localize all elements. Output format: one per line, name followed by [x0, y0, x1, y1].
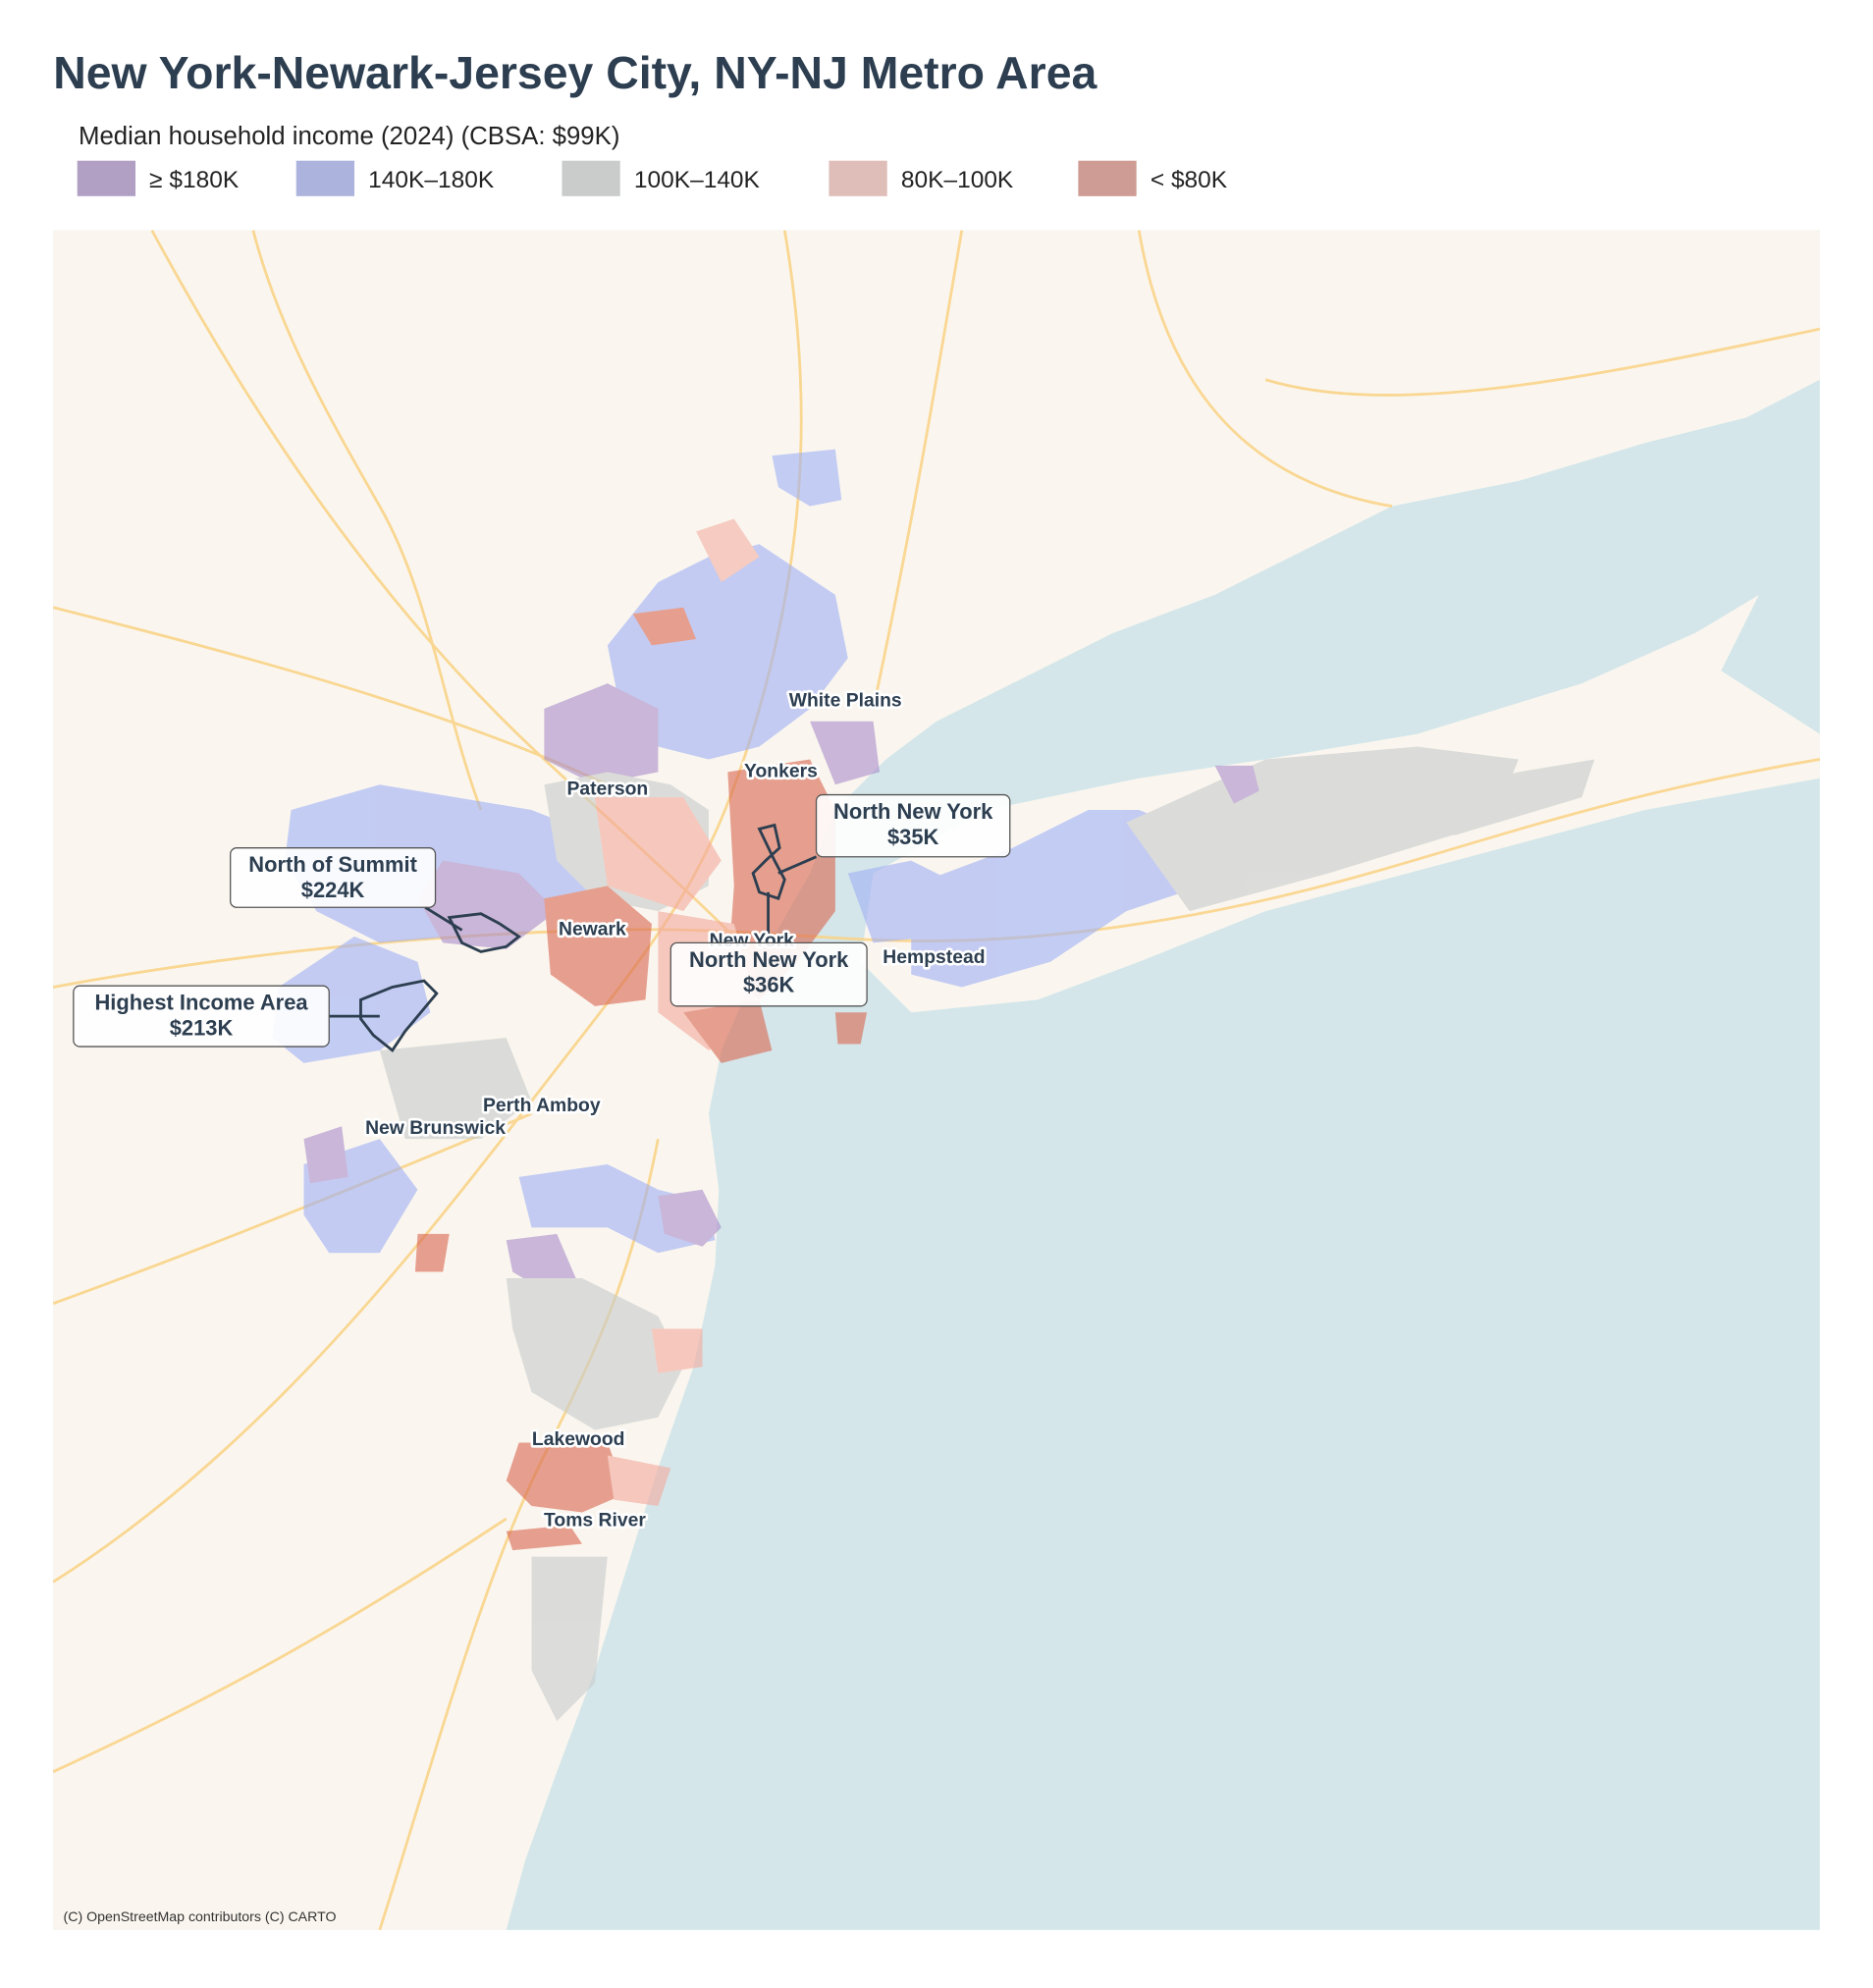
legend-label: < $80K [1151, 167, 1228, 193]
legend-swatch [77, 160, 136, 196]
place-label: Lakewood [532, 1429, 625, 1450]
legend-swatch [1078, 160, 1137, 196]
callout-box [230, 847, 437, 908]
place-label: Hempstead [883, 947, 985, 968]
callout-name: North New York [689, 947, 849, 972]
callout-value: $35K [887, 825, 939, 849]
attribution: (C) OpenStreetMap contributors (C) CARTO [64, 1909, 337, 1925]
callout: North New York$36K [669, 941, 868, 1007]
highlighted-areas [329, 823, 818, 1053]
place-label: Newark [559, 920, 626, 940]
legend-label: ≥ $180K [149, 167, 240, 193]
callout-name: North of Summit [248, 852, 417, 877]
place-label: Yonkers [744, 761, 818, 781]
callout-value: $224K [301, 878, 365, 902]
legend: ≥ $180K 140K–180K 100K–140K 80K–100K < $80K [77, 160, 1228, 196]
legend-label: 100K–140K [634, 167, 761, 193]
legend-label: 140K–180K [368, 167, 495, 193]
basemap [52, 229, 1821, 1931]
callout: Highest Income Area$213K [73, 985, 330, 1048]
legend-swatch [829, 160, 887, 196]
legend-title: Median household income (2024) (CBSA: $9… [79, 123, 619, 150]
callout: North New York$35K [815, 793, 1011, 858]
legend-label: 80K–100K [901, 167, 1014, 193]
callout: North of Summit$224K [230, 847, 437, 908]
place-label: Paterson [566, 779, 648, 800]
callout-box [815, 793, 1011, 858]
legend-swatch [295, 160, 355, 196]
legend-swatch [562, 160, 620, 196]
callout-value: $36K [743, 973, 795, 997]
callout-value: $213K [170, 1015, 234, 1040]
callout-name: North New York [833, 799, 993, 824]
callout-box [669, 941, 868, 1007]
place-label: Toms River [544, 1511, 646, 1531]
place-label: Perth Amboy [483, 1096, 601, 1116]
place-label: New Brunswick [365, 1118, 506, 1139]
callout-name: Highest Income Area [94, 991, 308, 1015]
title: New York-Newark-Jersey City, NY-NJ Metro… [53, 47, 1097, 98]
callout-box [73, 985, 330, 1048]
place-label: White Plains [789, 690, 902, 711]
